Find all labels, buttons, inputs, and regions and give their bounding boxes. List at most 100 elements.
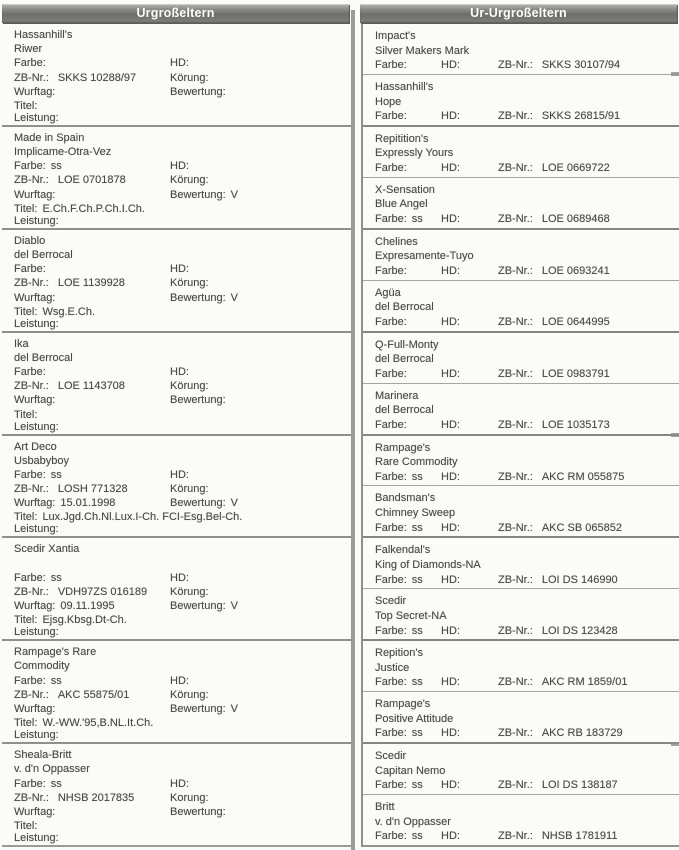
koerung-field: Körung: [170, 276, 209, 290]
field-value: Lux.Jgd.Ch.Nl.Lux.I-Ch. FCI-Esg.Bel-Ch. [42, 511, 243, 524]
field-row: Farbe: HD: ZB-Nr.: LOE 1035173 [375, 418, 679, 433]
dog-name: v. d'n Oppasser [375, 815, 451, 828]
field-label: Bewertung: [170, 85, 226, 98]
wurftag-field: Wurftag: [14, 393, 170, 407]
dog-name-line2: Positive Attitude [375, 712, 679, 727]
dog-name: Q-Full-Monty [375, 338, 439, 351]
field-label: Bewertung: [170, 291, 226, 304]
hd-field: HD: [441, 521, 498, 536]
great-great-grandparent-block: Impact's Silver Makers Mark Farbe: HD: Z… [363, 24, 679, 75]
hd-field: HD: [441, 418, 498, 433]
hd-field: HD: [441, 778, 498, 793]
dog-name: Expressly Yours [375, 147, 454, 160]
dog-name: Rare Commodity [375, 456, 458, 469]
field-value: NHSB 1781911 [541, 830, 618, 843]
farbe-field: Farbe: [375, 264, 441, 279]
koerung-field: Körung: [170, 688, 209, 702]
field-label: Farbe: [375, 830, 407, 843]
zb-nr-field: ZB-Nr.: SKKS 10288/97 [14, 71, 170, 85]
field-label: HD: [170, 160, 189, 173]
dog-name-line1: Hassanhill's [375, 80, 679, 95]
zb-nr-field: ZB-Nr.: SKKS 26815/91 [498, 109, 620, 124]
field-label: Leistung: [14, 729, 59, 742]
hd-field: HD: [170, 159, 189, 173]
field-value: ss [411, 624, 423, 637]
dog-name: King of Diamonds-NA [375, 558, 481, 571]
field-label: HD: [170, 674, 189, 687]
dog-name-line2: Hope [375, 95, 679, 110]
field-label: ZB-Nr.: [498, 162, 533, 175]
field-label: Bewertung: [170, 188, 226, 201]
great-great-grandparent-block: Rampage's Rare Commodity Farbe: ss HD: ZB… [363, 436, 679, 487]
field-label: HD: [170, 571, 189, 584]
dog-name-line2: del Berrocal [375, 352, 679, 367]
dog-name: X-Sensation [375, 183, 435, 196]
dog-name: Sheala-Britt [14, 749, 72, 762]
dog-name: v. d'n Oppasser [14, 763, 90, 776]
field-label: ZB-Nr.: [14, 380, 49, 393]
farbe-field: Farbe: [375, 367, 441, 382]
dog-name: Made in Spain [14, 131, 85, 144]
dog-name: Positive Attitude [375, 712, 454, 725]
great-great-grandparent-block: Chelines Expresamente-Tuyo Farbe: HD: ZB… [363, 230, 679, 281]
field-row: Farbe: HD: ZB-Nr.: LOE 0983791 [375, 367, 679, 382]
great-grandparent-block: Sheala-Britt v. d'n Oppasser Farbe: ss HD… [2, 744, 351, 847]
field-label: Leistung: [14, 111, 59, 124]
column-divider-line [351, 10, 355, 850]
field-label: ZB-Nr.: [498, 676, 533, 689]
koerung-field: Körung: [170, 482, 209, 496]
field-value: LOI DS 146990 [541, 573, 618, 586]
field-label: HD: [441, 779, 460, 792]
field-value: V [230, 600, 238, 613]
field-label: HD: [170, 366, 189, 378]
titel-field: Titel: [14, 819, 351, 833]
titel-field: Titel: Wsg.E.Ch. [14, 305, 351, 319]
titel-field: Titel: Lux.Jgd.Ch.Nl.Lux.I-Ch. FCI-Esg.Be… [14, 510, 351, 524]
dog-name-line2: Silver Makers Mark [375, 44, 679, 59]
hd-field: HD: [441, 470, 498, 485]
dog-name: Art Deco [14, 440, 57, 453]
farbe-field: Farbe: [375, 418, 441, 433]
field-label: HD: [441, 573, 460, 586]
field-label: HD: [170, 57, 189, 70]
dog-name: Rampage's [375, 698, 431, 711]
field-value: AKC 55875/01 [57, 688, 130, 701]
great-great-grandparent-pair: Repitition's Expressly Yours Farbe: HD: … [363, 127, 679, 230]
wurftag-field: Wurftag: 09.11.1995 [14, 599, 170, 613]
koerung-field: Körung: [170, 585, 209, 599]
zb-nr-field: ZB-Nr.: LOI DS 146990 [498, 573, 618, 588]
bewertung-field: Bewertung: V [170, 496, 238, 510]
column-header-urgrosseltern: Urgroßeltern [2, 4, 349, 23]
field-value: ss [50, 674, 62, 687]
wurftag-field: Wurftag: [14, 702, 170, 716]
field-label: Farbe: [375, 727, 407, 740]
field-label: ZB-Nr.: [498, 624, 533, 637]
field-label: ZB-Nr.: [14, 174, 49, 187]
farbe-field: Farbe: [375, 315, 441, 330]
great-great-grandparent-pair: Scedir Capitan Nemo Farbe: ss HD: ZB-Nr.:… [363, 744, 679, 847]
dog-name: Riwer [14, 43, 43, 56]
farbe-field: Farbe: [14, 56, 170, 70]
field-value: 15.01.1998 [60, 497, 116, 510]
field-label: ZB-Nr.: [14, 791, 49, 804]
field-label: Leistung: [14, 420, 59, 433]
great-great-grandparent-block: Rampage's Positive Attitude Farbe: ss HD:… [363, 692, 679, 742]
dog-name: Silver Makers Mark [375, 44, 470, 57]
dog-name: Diablo [14, 234, 46, 247]
dog-name-line2: Rare Commodity [375, 455, 679, 470]
zb-nr-field: ZB-Nr.: LOE 0983791 [498, 367, 610, 382]
field-label: Farbe: [375, 624, 407, 637]
dog-name-line2: Usbabyboy [14, 454, 351, 468]
field-label: Farbe: [14, 57, 46, 70]
dog-name-line2: del Berrocal [375, 300, 679, 315]
farbe-field: Farbe: ss [375, 521, 441, 536]
great-great-grandparent-block: Repitition's Expressly Yours Farbe: HD: … [363, 127, 679, 178]
field-value: ss [411, 676, 423, 689]
field-row: Farbe: ss HD: ZB-Nr.: LOE 0689468 [375, 212, 679, 227]
dog-name: Rampage's [375, 441, 431, 454]
field-value: ss [50, 777, 62, 790]
field-row: Farbe: ss HD: ZB-Nr.: AKC SB 065852 [375, 521, 679, 536]
farbe-field: Farbe: ss [375, 624, 441, 639]
zb-nr-field: ZB-Nr.: AKC RM 055875 [498, 470, 624, 485]
